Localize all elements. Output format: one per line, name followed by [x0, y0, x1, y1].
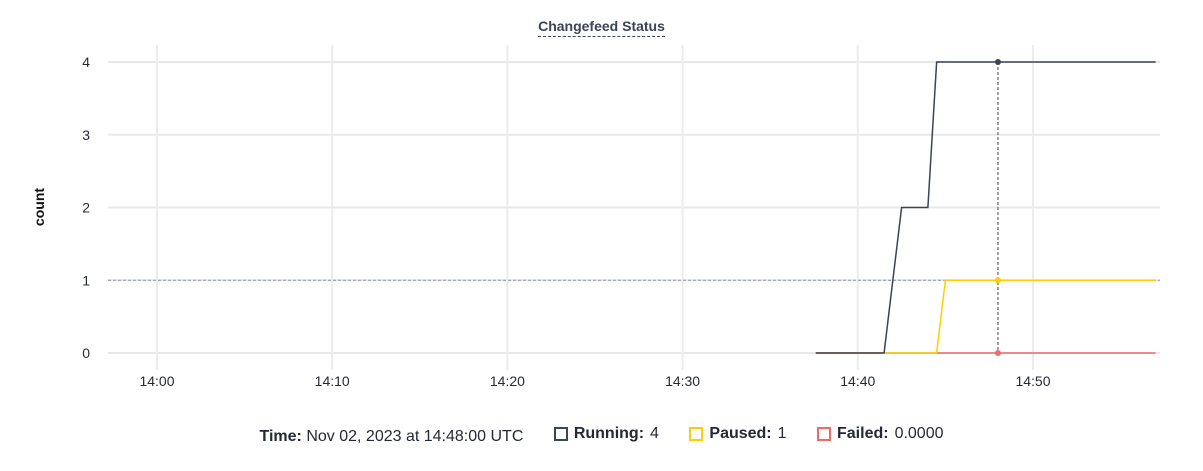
failed-label: Failed: [837, 425, 889, 442]
x-tick-label: 14:40 [840, 373, 875, 389]
running-value: 4 [650, 425, 659, 442]
x-tick-label: 14:50 [1015, 373, 1050, 389]
y-tick-label: 4 [82, 54, 90, 70]
x-tick-label: 14:10 [315, 373, 350, 389]
x-tick-label: 14:00 [139, 373, 174, 389]
hover-point-failed [994, 350, 1001, 356]
time-label: Time: [259, 428, 302, 445]
paused-label: Paused: [709, 425, 772, 442]
series-line-running [815, 61, 1156, 354]
legend-failed[interactable]: Failed: 0.0000 [817, 425, 944, 443]
failed-value: 0.0000 [894, 425, 944, 442]
hover-point-running [994, 59, 1001, 65]
chart-title[interactable]: Changefeed Status [538, 18, 665, 37]
y-tick-label: 1 [82, 272, 90, 288]
legend: Time: Nov 02, 2023 at 14:48:00 UTC Runni… [0, 425, 1203, 446]
legend-paused[interactable]: Paused: 1 [689, 425, 787, 443]
y-axis-label: count [31, 188, 47, 226]
running-label: Running: [573, 425, 645, 442]
time-value: Nov 02, 2023 at 14:48:00 UTC [306, 428, 524, 445]
y-tick-label: 2 [82, 200, 90, 216]
y-tick-label: 3 [82, 127, 90, 143]
hover-point-paused [994, 277, 1001, 284]
x-tick-label: 14:20 [490, 373, 525, 389]
y-tick-label: 0 [82, 345, 90, 361]
line-chart[interactable]: 0 1 2 3 4 14:00 14:10 14:20 14:30 14:40 14:50 count [0, 0, 1203, 420]
paused-swatch [689, 427, 704, 441]
failed-swatch [817, 427, 831, 441]
running-swatch [553, 427, 568, 441]
paused-value: 1 [777, 425, 787, 442]
legend-running[interactable]: Running: 4 [553, 425, 659, 443]
x-tick-label: 14:30 [665, 373, 700, 389]
series-line-paused [815, 279, 1156, 354]
